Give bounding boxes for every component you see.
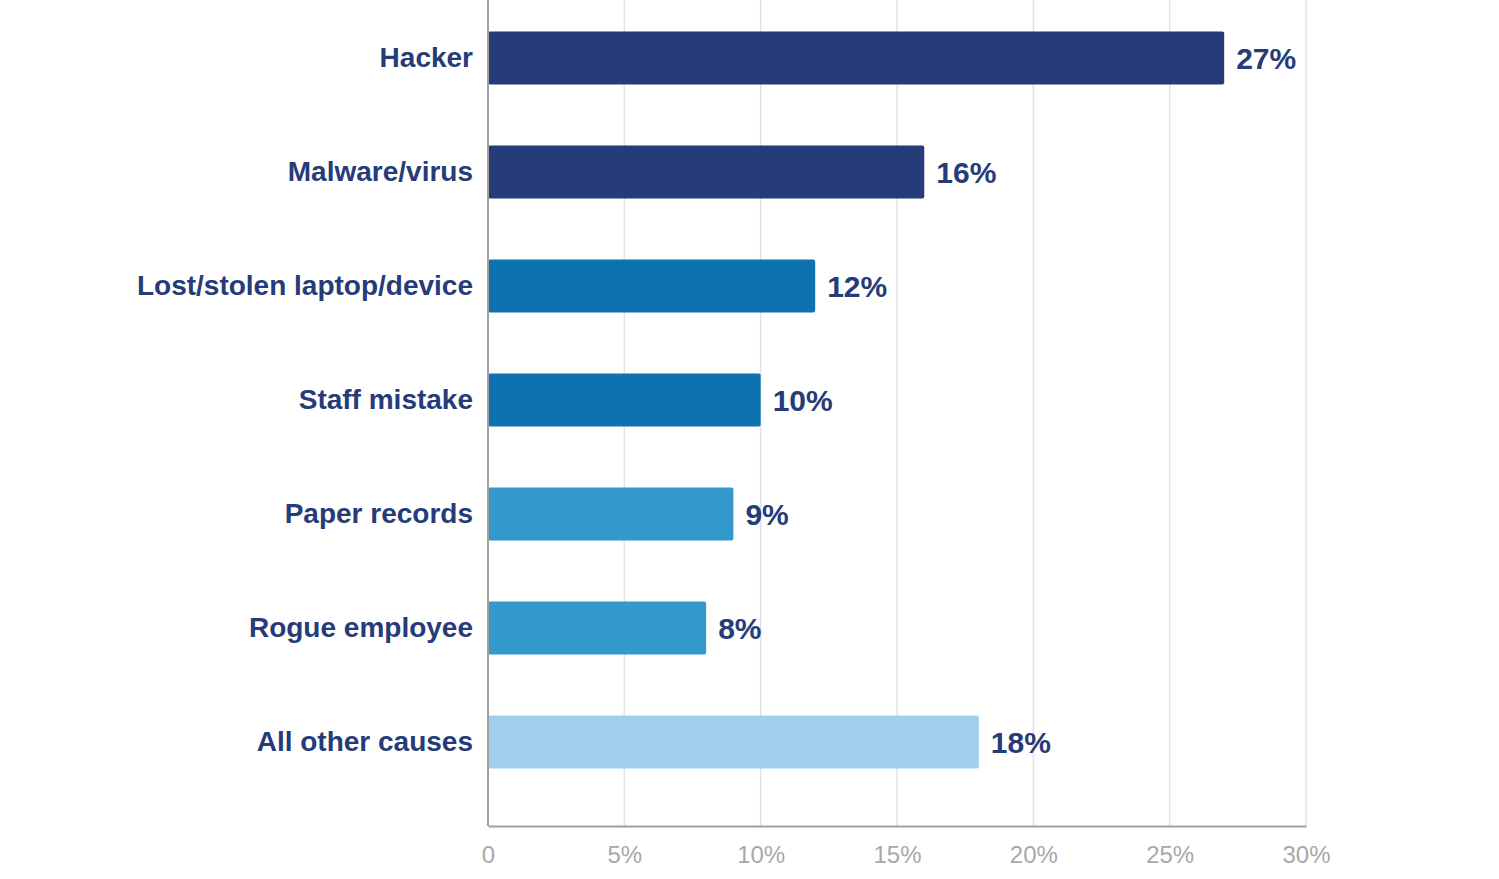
bar	[488, 487, 733, 540]
chart-container: 27% 16% 12% 10% 9% 8% 18% 0 5% 10% 15% 20% 25% 30% Hac…	[0, 0, 1499, 879]
y-tick-label: Staff mistake	[299, 384, 473, 415]
data-label: 27%	[1236, 42, 1296, 75]
x-tick-label: 25%	[1146, 841, 1194, 868]
x-tick: 5%	[607, 826, 642, 868]
y-tick-label: Lost/stolen laptop/device	[137, 270, 473, 301]
x-tick-label: 30%	[1282, 841, 1330, 868]
x-tick: 15%	[873, 826, 921, 868]
y-tick: All other causes	[257, 726, 488, 757]
grid	[488, 0, 1306, 826]
grid-line	[487, 0, 489, 826]
y-tick-label: Paper records	[285, 498, 473, 529]
x-tick-label: 20%	[1010, 841, 1058, 868]
bar	[488, 601, 706, 654]
x-tick: 10%	[737, 826, 785, 868]
y-tick: Staff mistake	[299, 384, 488, 415]
y-tick-label: Malware/virus	[288, 156, 473, 187]
y-tick-label: Rogue employee	[249, 612, 473, 643]
y-axis-line	[487, 0, 489, 826]
x-tick-label: 10%	[737, 841, 785, 868]
x-tick-label: 15%	[873, 841, 921, 868]
bar	[488, 145, 924, 198]
grid-line	[1033, 0, 1035, 826]
bar	[488, 715, 979, 768]
x-tick-label: 0	[482, 841, 495, 868]
x-axis-line	[489, 826, 1307, 828]
y-tick: Hacker	[380, 42, 488, 73]
grid-line	[1169, 0, 1171, 826]
grid-line	[896, 0, 898, 826]
x-tick-label: 5%	[607, 841, 642, 868]
y-tick: Paper records	[285, 498, 488, 529]
y-axis: Hacker Malware/virus Lost/stolen laptop/de…	[137, 0, 488, 826]
plot: 27% 16% 12% 10% 9% 8% 18% 0 5% 10% 15% 20% 25% 30% Hac…	[137, 0, 1331, 868]
x-tick: 25%	[1146, 826, 1194, 868]
x-tick: 0	[482, 826, 495, 868]
data-label: 16%	[936, 156, 996, 189]
data-label: 18%	[991, 726, 1051, 759]
chart-svg: 27% 16% 12% 10% 9% 8% 18% 0 5% 10% 15% 20% 25% 30% Hac…	[0, 0, 1499, 879]
data-label: 9%	[745, 498, 788, 531]
y-tick: Rogue employee	[249, 612, 488, 643]
bar	[488, 259, 815, 312]
x-axis: 0 5% 10% 15% 20% 25% 30%	[482, 826, 1331, 868]
x-tick: 30%	[1282, 826, 1330, 868]
y-tick: Lost/stolen laptop/device	[137, 270, 488, 301]
bar	[488, 373, 761, 426]
data-label: 12%	[827, 270, 887, 303]
y-tick-label: All other causes	[257, 726, 473, 757]
bars	[488, 31, 1224, 768]
data-label: 10%	[773, 384, 833, 417]
data-labels: 27% 16% 12% 10% 9% 8% 18%	[718, 42, 1296, 759]
grid-line	[1305, 0, 1307, 826]
bar	[488, 31, 1224, 84]
x-tick: 20%	[1010, 826, 1058, 868]
data-label: 8%	[718, 612, 761, 645]
y-tick-label: Hacker	[380, 42, 474, 73]
y-tick: Malware/virus	[288, 156, 488, 187]
